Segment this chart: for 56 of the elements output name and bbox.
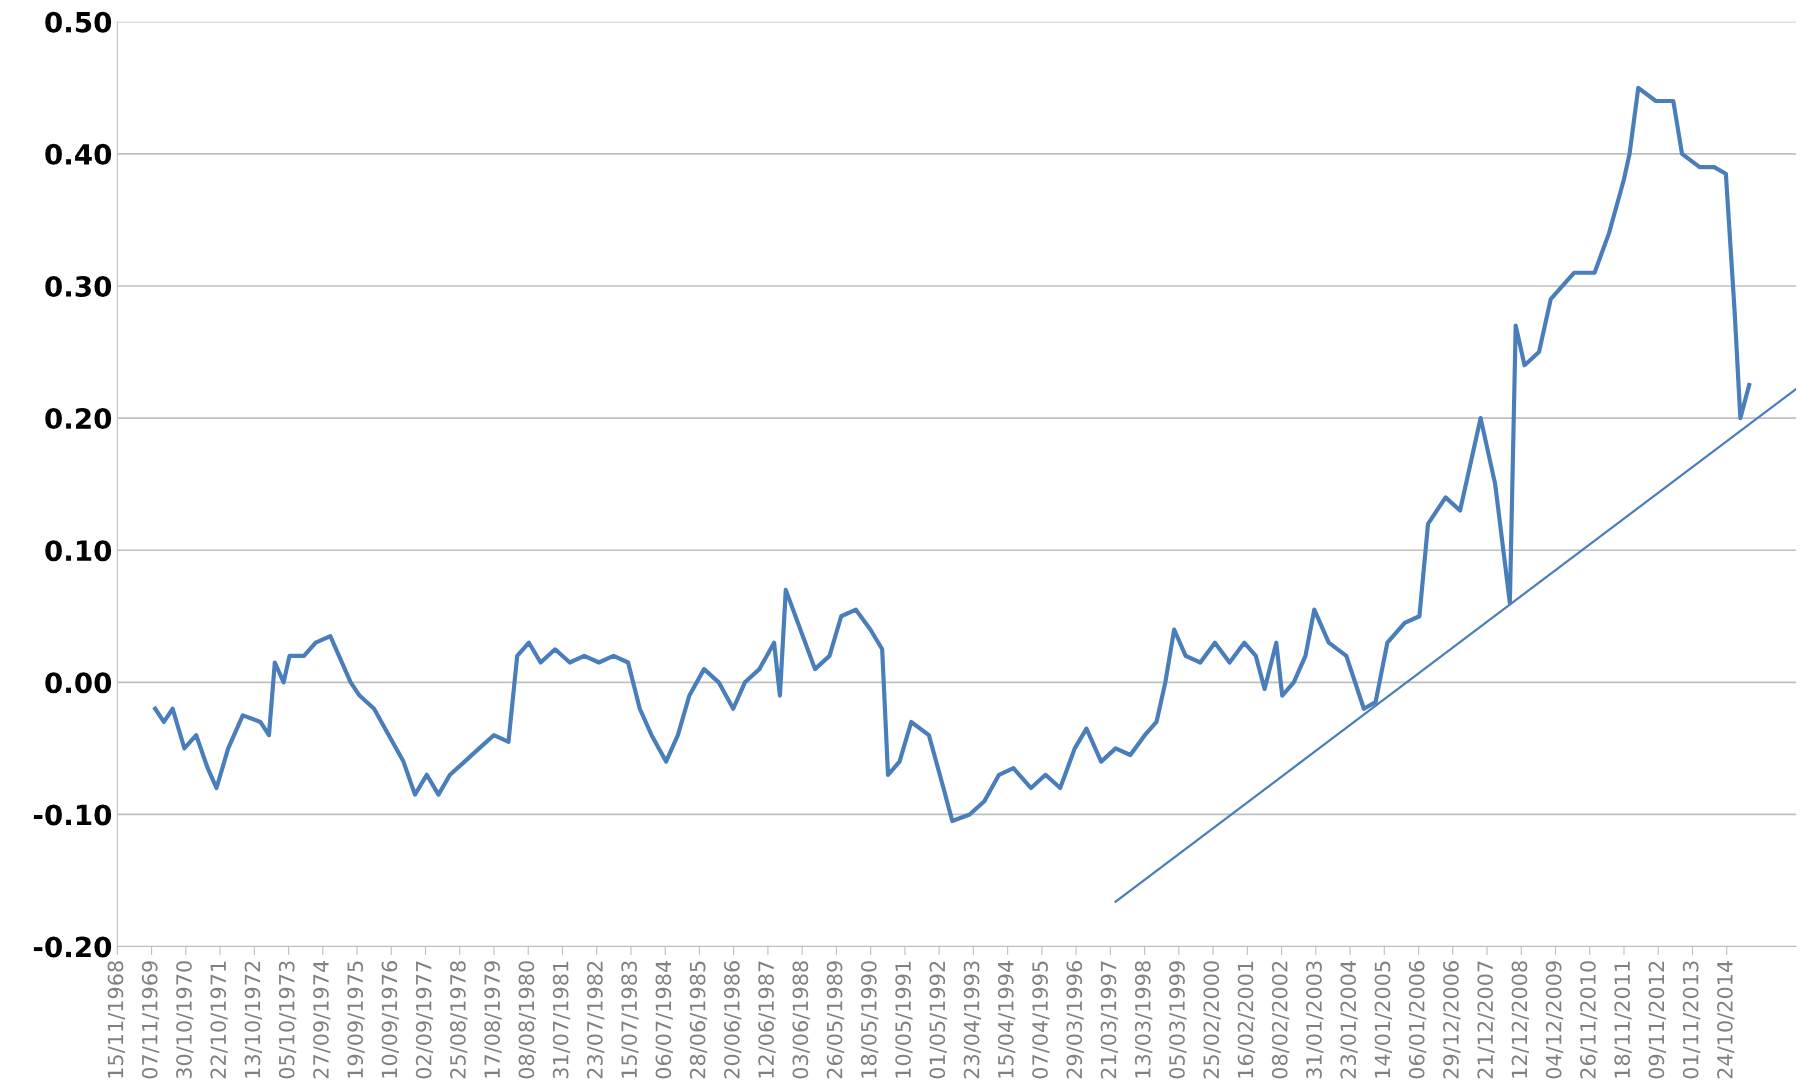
- y-tick-label: -0.10: [33, 804, 112, 826]
- x-tick-label: 18/11/2011: [1614, 961, 1632, 1078]
- x-tick-label: 31/01/2003: [1306, 961, 1324, 1079]
- x-tick-label: 23/07/1982: [587, 961, 605, 1079]
- x-tick-label: 13/03/1998: [1134, 961, 1153, 1078]
- x-tick-label: 29/12/2006: [1443, 961, 1461, 1079]
- x-tick-label: 26/11/2010: [1580, 961, 1598, 1079]
- x-tick-label: 12/06/1987: [758, 961, 776, 1078]
- x-tick-label: 16/02/2001: [1237, 961, 1256, 1078]
- x-tick-label: 21/12/2007: [1477, 961, 1495, 1079]
- x-tick-label: 25/02/2000: [1203, 961, 1221, 1079]
- y-tick-label: -0.20: [33, 936, 112, 958]
- x-tick-label: 26/05/1989: [826, 961, 845, 1079]
- x-tick-label: 28/06/1985: [689, 961, 708, 1079]
- y-tick-label: 0.00: [45, 672, 112, 694]
- x-tick-label: 01/05/1992: [929, 961, 947, 1079]
- y-tick-label: 0.50: [45, 11, 112, 33]
- x-tick-label: 25/08/1978: [450, 961, 468, 1079]
- x-tick-label: 07/04/1995: [1032, 961, 1050, 1079]
- y-tick-label: 0.10: [45, 540, 112, 562]
- x-tick-label: 05/03/1999: [1169, 961, 1187, 1079]
- x-tick-label: 10/05/1991: [895, 961, 913, 1078]
- x-tick-label: 27/09/1974: [313, 960, 331, 1079]
- x-tick-label: 02/09/1977: [415, 961, 434, 1079]
- x-tick-label: 06/07/1984: [655, 960, 673, 1079]
- x-tick-label: 15/07/1983: [621, 961, 639, 1078]
- x-tick-label: 19/09/1975: [347, 961, 365, 1078]
- x-tick-label: 07/11/1969: [141, 961, 160, 1079]
- x-tick-label: 24/10/2014: [1717, 960, 1735, 1079]
- x-tick-label: 15/11/1968: [107, 961, 126, 1078]
- x-tick-label: 09/11/2012: [1648, 961, 1666, 1079]
- x-tick-label: 22/10/1971: [210, 961, 228, 1079]
- y-tick-label: 0.40: [45, 143, 112, 165]
- x-tick-label: 21/03/1997: [1100, 961, 1119, 1079]
- x-tick-label: 23/04/1993: [963, 961, 982, 1079]
- x-tick-label: 08/02/2002: [1271, 961, 1290, 1079]
- x-tick-label: 13/10/1972: [244, 961, 262, 1078]
- y-tick-label: 0.20: [45, 408, 112, 430]
- x-tick-label: 17/08/1979: [484, 961, 502, 1078]
- x-tick-label: 08/08/1980: [518, 961, 536, 1079]
- x-tick-label: 06/01/2006: [1408, 961, 1427, 1079]
- x-tick-label: 12/12/2008: [1511, 961, 1529, 1078]
- x-tick-label: 29/03/1996: [1066, 961, 1084, 1079]
- x-tick-label: 15/04/1994: [997, 960, 1016, 1078]
- x-tick-label: 20/06/1986: [723, 961, 742, 1079]
- x-tick-label: 14/01/2005: [1374, 961, 1392, 1078]
- y-tick-label: 0.30: [45, 275, 112, 297]
- x-tick-label: 10/09/1976: [381, 961, 399, 1078]
- x-tick-label: 23/01/2004: [1340, 960, 1358, 1079]
- x-tick-label: 03/06/1988: [792, 961, 810, 1079]
- x-tick-label: 31/07/1981: [552, 961, 571, 1079]
- x-tick-label: 30/10/1970: [176, 961, 194, 1079]
- x-tick-label: 01/11/2013: [1682, 961, 1701, 1079]
- x-tick-label: 18/05/1990: [860, 961, 879, 1078]
- x-tick-label: 04/12/2009: [1545, 961, 1564, 1079]
- x-tick-label: 05/10/1973: [278, 961, 297, 1079]
